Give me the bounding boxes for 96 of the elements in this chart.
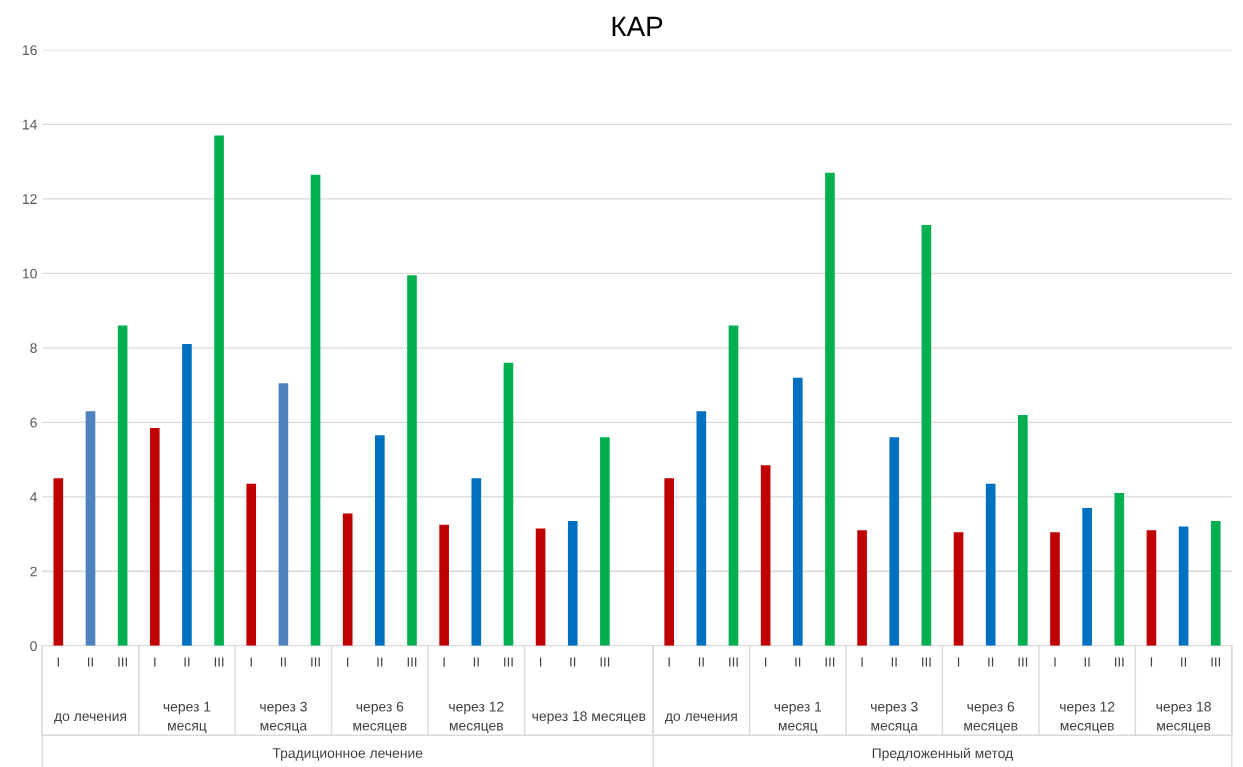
bar [1210, 521, 1221, 646]
y-tick-label: 8 [30, 343, 37, 353]
x-tick-label: II [570, 657, 576, 667]
y-tick-label: 16 [23, 45, 37, 56]
y-tick-label: 10 [23, 268, 37, 279]
bar [600, 437, 610, 646]
bar [182, 344, 192, 646]
bar [149, 427, 160, 646]
x-tick-label: II [280, 657, 286, 667]
x-tick-label: I [1054, 657, 1056, 667]
chart-title: КАР [612, 16, 663, 36]
bar [728, 325, 739, 646]
y-tick-label: 14 [23, 119, 37, 130]
bar [1178, 526, 1189, 646]
bar [1146, 530, 1157, 646]
text: через 3 месяца [871, 701, 918, 734]
bar [85, 411, 96, 646]
x-tick-label: III [504, 657, 513, 667]
bar [342, 513, 353, 646]
bar [375, 435, 385, 646]
x-tick-label: I [1150, 657, 1153, 667]
text: через 12 месяцев [1060, 701, 1115, 734]
bar [535, 528, 546, 646]
text: через 18 месяцев [1156, 701, 1211, 734]
bar [567, 521, 578, 646]
bar [407, 275, 417, 646]
x-tick-label: III [922, 657, 931, 667]
y-tick-label: 12 [23, 194, 37, 204]
bar [214, 135, 224, 646]
bar [439, 524, 449, 646]
x-tick-label: II [473, 657, 479, 667]
bar [471, 478, 482, 646]
x-tick-label: II [795, 657, 801, 667]
y-tick-label: 4 [30, 492, 37, 502]
x-tick-label: I [668, 657, 670, 667]
text: Предложенный метод [872, 747, 1013, 761]
bar [921, 224, 932, 646]
bar [246, 483, 257, 646]
x-tick-label: III [1211, 657, 1221, 667]
x-tick-label: I [347, 657, 349, 667]
text: через 3 месяца [260, 701, 308, 734]
x-tick-label: II [698, 657, 704, 667]
x-tick-label: III [1018, 657, 1028, 667]
bar [696, 411, 707, 646]
x-tick-label: III [407, 657, 417, 667]
x-tick-label: II [88, 657, 93, 667]
bar [1114, 493, 1125, 646]
x-tick-label: I [57, 657, 59, 667]
x-tick-label: I [443, 657, 445, 667]
x-tick-label: II [988, 657, 994, 667]
bar [53, 478, 64, 646]
y-tick-label: 6 [30, 417, 37, 428]
bar [117, 325, 128, 646]
x-tick-label: III [1115, 657, 1124, 667]
x-tick-label: I [539, 657, 542, 667]
bar [825, 172, 835, 646]
x-tick-label: III [600, 657, 610, 667]
bar [889, 437, 900, 646]
bar [310, 174, 321, 646]
x-tick-label: III [825, 657, 835, 667]
bar [792, 377, 803, 646]
text: через 18 месяцев [532, 711, 646, 724]
x-tick-label: I [861, 657, 863, 667]
x-tick-label: II [1084, 657, 1090, 667]
bar [503, 362, 514, 646]
bar [1050, 532, 1060, 646]
x-tick-label: III [118, 657, 127, 667]
x-tick-label: II [891, 657, 897, 667]
x-tick-label: III [729, 657, 738, 667]
text: через 12 месяцев [449, 701, 504, 734]
x-tick-label: I [154, 657, 156, 667]
x-tick-label: II [1181, 657, 1187, 667]
bar [1018, 414, 1028, 646]
x-tick-label: III [311, 657, 320, 667]
bar [985, 483, 996, 646]
x-tick-label: II [377, 657, 383, 667]
x-tick-label: I [765, 657, 767, 667]
x-tick-label: I [250, 657, 252, 667]
text: через 6 месяцев [353, 701, 407, 734]
y-tick-label: 2 [30, 566, 37, 577]
x-tick-label: I [957, 657, 960, 667]
x-tick-label: II [184, 657, 190, 667]
bar [760, 465, 771, 646]
x-tick-label: III [214, 657, 224, 667]
bar [953, 532, 964, 646]
bar [664, 478, 675, 646]
text: через 1 месяц [774, 701, 822, 734]
bar [278, 383, 289, 646]
bar [857, 530, 867, 646]
text: до лечения [665, 713, 737, 724]
text: через 6 месяцев [964, 701, 1018, 734]
text: Традиционное лечение [272, 748, 423, 761]
y-tick-label: 0 [30, 641, 37, 651]
text: через 1 месяц [163, 701, 211, 734]
text: до лечения [54, 713, 127, 724]
bar [1082, 508, 1092, 646]
